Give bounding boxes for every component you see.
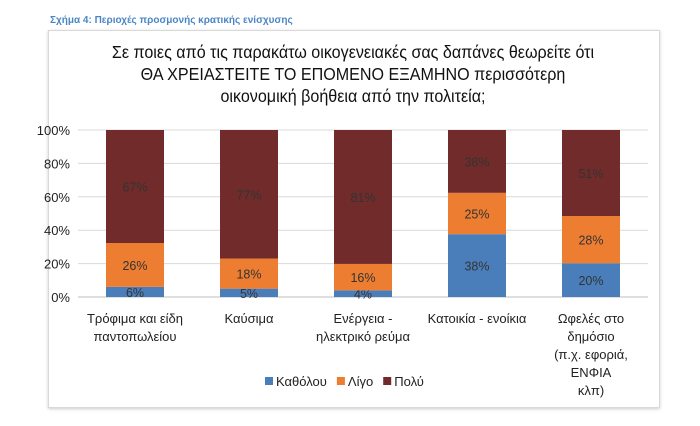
y-tick-label: 80%: [44, 156, 70, 171]
title-line: οικονομική βοήθεια από την πολιτεία;: [220, 86, 486, 106]
y-tick-label: 100%: [37, 123, 71, 138]
x-category-label: (π.χ. εφοριά,: [554, 347, 628, 362]
chart-title: Σε ποιες από τις παρακάτω οικογενειακές …: [72, 41, 633, 107]
bar-segment-Πολύ: [562, 130, 620, 217]
legend-swatch: [265, 377, 273, 385]
bar-segment-Καθόλου: [220, 288, 278, 297]
data-label: 67%: [122, 181, 147, 195]
y-tick-label: 20%: [44, 257, 70, 272]
data-label: 38%: [464, 260, 489, 274]
x-category-label: δημόσιο: [567, 329, 614, 344]
y-tick-label: 40%: [44, 223, 70, 238]
bar-segment-Πολύ: [220, 130, 278, 259]
title-line: Σε ποιες από τις παρακάτω οικογενειακές …: [111, 42, 595, 62]
bar-segment-Καθόλου: [562, 263, 620, 297]
x-category-label: ηλεκτρικό ρεύμα: [316, 329, 410, 344]
data-label: 28%: [578, 234, 603, 248]
bar-segment-Λίγο: [220, 258, 278, 289]
data-label: 4%: [354, 288, 372, 302]
legend-swatch: [383, 377, 392, 385]
data-label: 81%: [350, 191, 375, 205]
legend-label: Καθόλου: [276, 374, 327, 389]
legend-label: Πολύ: [394, 374, 424, 389]
x-category-label: κλπ): [578, 383, 604, 398]
x-category-label: Κατοικία - ενοίκια: [428, 311, 527, 326]
data-label: 38%: [464, 155, 489, 169]
data-label: 16%: [350, 271, 375, 285]
data-label: 20%: [578, 274, 603, 288]
bar-segment-Καθόλου: [106, 286, 164, 297]
data-label: 26%: [122, 259, 147, 273]
y-tick-label: 60%: [44, 190, 70, 205]
chart-frame: [48, 30, 660, 408]
x-category-label: παντοπωλείου: [93, 329, 176, 344]
legend-label: Λίγο: [348, 374, 373, 389]
title-line: ΘΑ ΧΡΕΙΑΣΤΕΙΤΕ ΤΟ ΕΠΟΜΕΝΟ ΕΞΑΜΗΝΟ περισσ…: [140, 64, 566, 84]
bar-segment-Πολύ: [106, 130, 164, 244]
legend-swatch: [336, 377, 345, 385]
bar-segment-Λίγο: [562, 216, 620, 264]
y-tick-label: 0%: [51, 290, 70, 305]
data-label: 6%: [126, 286, 144, 300]
bar-segment-Λίγο: [334, 263, 392, 291]
bar-segment-Πολύ: [448, 130, 506, 193]
x-category-label: Καύσιμα: [224, 311, 274, 326]
bar-segment-Πολύ: [334, 130, 392, 264]
x-category-label: ΕΝΦΙΑ: [571, 365, 612, 380]
data-label: 77%: [236, 188, 261, 202]
bar-segment-Καθόλου: [334, 290, 392, 297]
figure-caption: Σχήμα 4: Περιοχές προσμονής κρατικής ενί…: [50, 15, 293, 26]
bar-segment-Λίγο: [448, 192, 506, 235]
data-label: 5%: [240, 287, 258, 301]
x-category-label: Ωφελές στο: [558, 311, 624, 326]
data-label: 18%: [236, 268, 261, 282]
x-category-label: Τρόφιμα και είδη: [87, 311, 183, 326]
bar-segment-Λίγο: [106, 243, 164, 287]
data-label: 25%: [464, 208, 489, 222]
data-label: 51%: [578, 167, 603, 181]
bar-segment-Καθόλου: [448, 234, 506, 297]
x-category-label: Ενέργεια -: [333, 311, 392, 326]
